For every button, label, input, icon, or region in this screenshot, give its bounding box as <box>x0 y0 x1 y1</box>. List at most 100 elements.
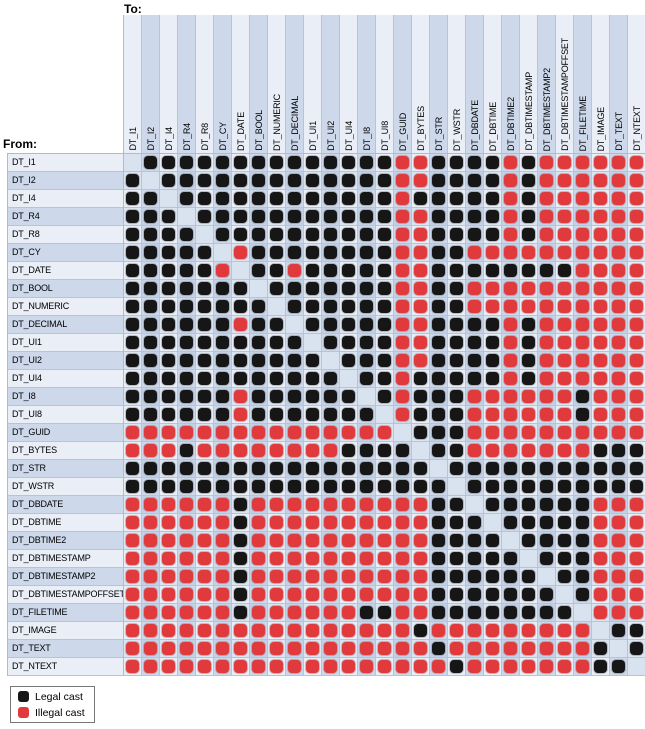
column-header-label: DT_DBTIME <box>487 101 498 151</box>
illegal-cast-dot <box>504 228 517 241</box>
legal-cast-dot <box>468 372 481 385</box>
matrix-row <box>124 406 645 424</box>
matrix-cell <box>286 154 304 172</box>
matrix-cell <box>322 604 340 622</box>
illegal-cast-dot <box>612 300 625 313</box>
legal-cast-dot <box>360 174 373 187</box>
matrix-cell <box>556 334 574 352</box>
legal-cast-dot <box>144 318 157 331</box>
legal-cast-dot <box>630 642 643 655</box>
matrix-cell <box>124 496 142 514</box>
matrix-cell <box>178 406 196 424</box>
illegal-cast-dot <box>360 588 373 601</box>
legal-cast-dot <box>252 336 265 349</box>
matrix-cell <box>268 424 286 442</box>
illegal-cast-dot <box>486 246 499 259</box>
legal-cast-dot <box>162 228 175 241</box>
illegal-cast-dot <box>594 426 607 439</box>
matrix-cell <box>268 352 286 370</box>
matrix-cell <box>322 280 340 298</box>
matrix-row <box>124 514 645 532</box>
legal-cast-dot <box>252 228 265 241</box>
matrix-cell <box>178 550 196 568</box>
illegal-cast-dot <box>144 444 157 457</box>
illegal-cast-dot <box>594 318 607 331</box>
illegal-cast-dot <box>126 660 139 673</box>
legal-cast-dot <box>432 318 445 331</box>
matrix-cell <box>358 424 376 442</box>
matrix-cell <box>484 640 502 658</box>
column-header: DT_NUMERIC <box>268 15 286 154</box>
matrix-cell <box>142 442 160 460</box>
illegal-cast-dot <box>162 624 175 637</box>
matrix-cell <box>304 496 322 514</box>
matrix-cell <box>484 604 502 622</box>
row-label: DT_TEXT <box>8 640 124 658</box>
legal-cast-dot <box>198 354 211 367</box>
matrix-row <box>124 532 645 550</box>
illegal-cast-dot <box>612 534 625 547</box>
matrix-cell <box>304 226 322 244</box>
illegal-cast-dot <box>198 552 211 565</box>
matrix-cell <box>520 640 538 658</box>
matrix-cell <box>466 298 484 316</box>
column-header-label: DT_R8 <box>199 123 210 151</box>
matrix-cell <box>196 154 214 172</box>
matrix-cell <box>232 208 250 226</box>
legal-cast-dot <box>612 660 625 673</box>
column-header: DT_I2 <box>142 15 160 154</box>
legal-cast-dot <box>486 480 499 493</box>
matrix-cell <box>304 586 322 604</box>
legal-cast-dot <box>504 552 517 565</box>
legal-cast-dot <box>288 408 301 421</box>
matrix-cell <box>592 622 610 640</box>
matrix-cell <box>232 262 250 280</box>
legal-cast-dot <box>198 264 211 277</box>
illegal-cast-dot <box>576 156 589 169</box>
illegal-cast-dot <box>198 498 211 511</box>
matrix-cell <box>232 514 250 532</box>
matrix-cell <box>430 514 448 532</box>
matrix-cell <box>484 514 502 532</box>
legal-cast-dot <box>342 354 355 367</box>
matrix-cell <box>304 334 322 352</box>
matrix-cell <box>574 478 592 496</box>
illegal-cast-dot <box>342 606 355 619</box>
matrix-cell <box>592 334 610 352</box>
illegal-cast-dot <box>504 282 517 295</box>
column-header: DT_BYTES <box>412 15 430 154</box>
legal-cast-dot <box>270 246 283 259</box>
matrix-cell <box>376 550 394 568</box>
illegal-cast-dot <box>630 606 643 619</box>
legal-cast-dot <box>198 282 211 295</box>
legal-cast-dot <box>270 282 283 295</box>
illegal-cast-dot <box>540 426 553 439</box>
matrix-cell <box>322 514 340 532</box>
legal-cast-dot <box>144 210 157 223</box>
matrix-cell <box>574 262 592 280</box>
matrix-cell <box>196 244 214 262</box>
legal-cast-dot <box>234 372 247 385</box>
matrix-cell <box>196 496 214 514</box>
legal-cast-dot <box>432 444 445 457</box>
illegal-cast-dot <box>216 588 229 601</box>
legal-cast-dot <box>468 588 481 601</box>
legal-cast-dot <box>270 372 283 385</box>
illegal-cast-dot <box>414 660 427 673</box>
legal-cast-dot <box>360 354 373 367</box>
matrix-cell <box>412 550 430 568</box>
matrix-cell <box>556 442 574 460</box>
legal-cast-dot <box>288 390 301 403</box>
matrix-cell <box>250 424 268 442</box>
matrix-cell <box>448 406 466 424</box>
column-header-label: DT_FILETIME <box>577 95 588 151</box>
legal-cast-dot <box>216 462 229 475</box>
legal-cast-dot <box>144 480 157 493</box>
matrix-cell <box>286 280 304 298</box>
illegal-cast-dot <box>144 534 157 547</box>
matrix-cell <box>214 460 232 478</box>
legal-cast-dot <box>180 300 193 313</box>
matrix-cell <box>178 514 196 532</box>
matrix-cell <box>160 298 178 316</box>
illegal-cast-dot <box>198 444 211 457</box>
